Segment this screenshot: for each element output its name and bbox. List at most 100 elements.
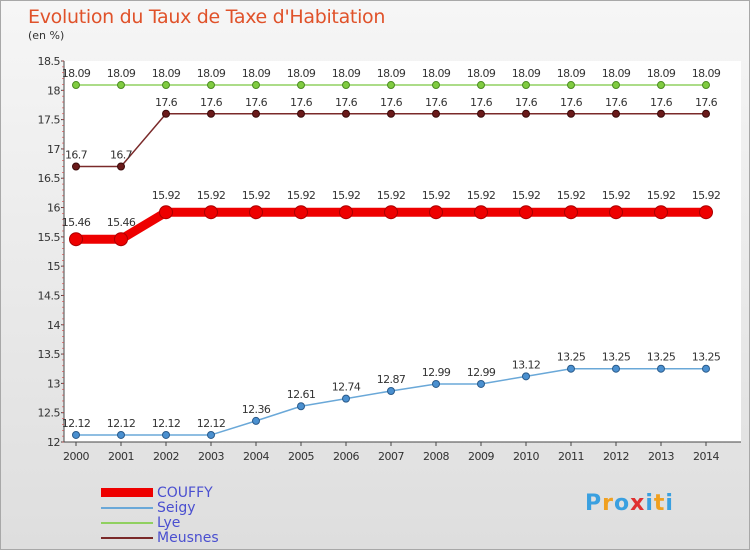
data-point-meusnes — [477, 109, 485, 118]
data-point-seigy — [567, 364, 575, 373]
data-label-seigy: 13.25 — [692, 351, 721, 364]
data-label-meusnes: 17.6 — [245, 96, 268, 109]
legend-label: Seigy — [157, 499, 196, 516]
x-tick-label: 2002 — [153, 450, 179, 463]
data-point-couffy — [384, 205, 398, 220]
data-label-lye: 18.09 — [152, 67, 181, 80]
data-point-couffy — [69, 232, 83, 247]
y-tick-label: 15 — [47, 260, 60, 273]
data-label-lye: 18.09 — [287, 67, 316, 80]
data-point-lye — [702, 81, 710, 90]
data-point-meusnes — [522, 109, 530, 118]
y-tick-label: 18 — [47, 84, 60, 97]
logo-letter: P — [585, 491, 603, 516]
x-tick-label: 2009 — [468, 450, 494, 463]
data-point-lye — [297, 81, 305, 90]
data-label-couffy: 15.92 — [467, 189, 496, 202]
data-label-couffy: 15.92 — [287, 189, 316, 202]
data-label-lye: 18.09 — [647, 67, 676, 80]
data-label-seigy: 12.99 — [422, 366, 451, 379]
data-label-meusnes: 17.6 — [425, 96, 448, 109]
data-point-couffy — [339, 205, 353, 220]
y-tick-label: 15.5 — [38, 231, 61, 244]
x-tick-label: 2010 — [513, 450, 539, 463]
chart-title: Evolution du Taux de Taxe d'Habitation — [28, 6, 386, 28]
data-point-seigy — [522, 372, 530, 381]
data-point-couffy — [609, 205, 623, 220]
data-label-meusnes: 16.7 — [65, 149, 88, 162]
data-point-meusnes — [657, 109, 665, 118]
legend-label: Lye — [157, 514, 181, 531]
data-label-seigy: 12.99 — [467, 366, 496, 379]
data-label-lye: 18.09 — [332, 67, 361, 80]
data-label-couffy: 15.92 — [557, 189, 586, 202]
data-label-couffy: 15.92 — [422, 189, 451, 202]
data-point-lye — [612, 81, 620, 90]
data-point-lye — [207, 81, 215, 90]
logo-letter: o — [613, 491, 631, 516]
data-label-meusnes: 17.6 — [695, 96, 718, 109]
x-tick-label: 2003 — [198, 450, 224, 463]
data-point-meusnes — [162, 109, 170, 118]
y-tick-label: 17 — [47, 143, 60, 156]
data-label-seigy: 12.87 — [377, 373, 406, 386]
data-label-couffy: 15.92 — [512, 189, 541, 202]
data-point-lye — [162, 81, 170, 90]
data-point-seigy — [252, 416, 260, 425]
data-label-meusnes: 17.6 — [560, 96, 583, 109]
x-tick-label: 2007 — [378, 450, 404, 463]
data-point-seigy — [207, 430, 215, 439]
data-point-couffy — [294, 205, 308, 220]
x-tick-label: 2014 — [693, 450, 719, 463]
data-label-seigy: 13.12 — [512, 358, 541, 371]
legend-swatch — [101, 488, 153, 497]
data-label-couffy: 15.92 — [242, 189, 271, 202]
legend-item-meusnes: Meusnes — [101, 530, 219, 546]
legend-swatch — [101, 536, 153, 539]
data-point-couffy — [159, 205, 173, 220]
data-point-seigy — [297, 402, 305, 411]
data-label-meusnes: 16.7 — [110, 149, 133, 162]
data-point-seigy — [72, 430, 80, 439]
y-tick-label: 12 — [47, 436, 60, 449]
data-label-lye: 18.09 — [467, 67, 496, 80]
data-label-meusnes: 17.6 — [515, 96, 538, 109]
data-point-lye — [117, 81, 125, 90]
data-point-meusnes — [252, 109, 260, 118]
data-label-seigy: 12.12 — [197, 417, 226, 430]
legend-item-lye: Lye — [101, 514, 219, 531]
data-point-seigy — [162, 430, 170, 439]
data-label-lye: 18.09 — [692, 67, 721, 80]
data-label-lye: 18.09 — [422, 67, 451, 80]
data-point-lye — [567, 81, 575, 90]
data-point-meusnes — [207, 109, 215, 118]
data-label-seigy: 12.12 — [107, 417, 136, 430]
legend-label: COUFFY — [157, 484, 213, 501]
data-label-seigy: 12.12 — [152, 417, 181, 430]
data-label-couffy: 15.46 — [62, 216, 91, 229]
data-label-couffy: 15.92 — [152, 189, 181, 202]
data-point-meusnes — [387, 109, 395, 118]
y-tick-label: 13 — [47, 377, 60, 390]
data-point-seigy — [612, 364, 620, 373]
y-tick-label: 17.5 — [38, 114, 61, 127]
data-point-lye — [657, 81, 665, 90]
x-tick-label: 2000 — [63, 450, 89, 463]
x-tick-label: 2011 — [558, 450, 584, 463]
data-label-meusnes: 17.6 — [155, 96, 178, 109]
data-point-seigy — [432, 379, 440, 388]
logo-letter: t — [653, 491, 666, 516]
data-label-couffy: 15.46 — [107, 216, 136, 229]
data-label-seigy: 12.61 — [287, 388, 316, 401]
data-point-couffy — [114, 232, 128, 247]
data-label-meusnes: 17.6 — [290, 96, 313, 109]
data-point-lye — [522, 81, 530, 90]
y-tick-label: 14 — [47, 319, 60, 332]
data-label-lye: 18.09 — [62, 67, 91, 80]
logo-letter: r — [602, 491, 614, 516]
data-point-seigy — [657, 364, 665, 373]
data-point-meusnes — [72, 162, 80, 171]
x-tick-label: 2008 — [423, 450, 449, 463]
y-tick-label: 16.5 — [38, 172, 61, 185]
